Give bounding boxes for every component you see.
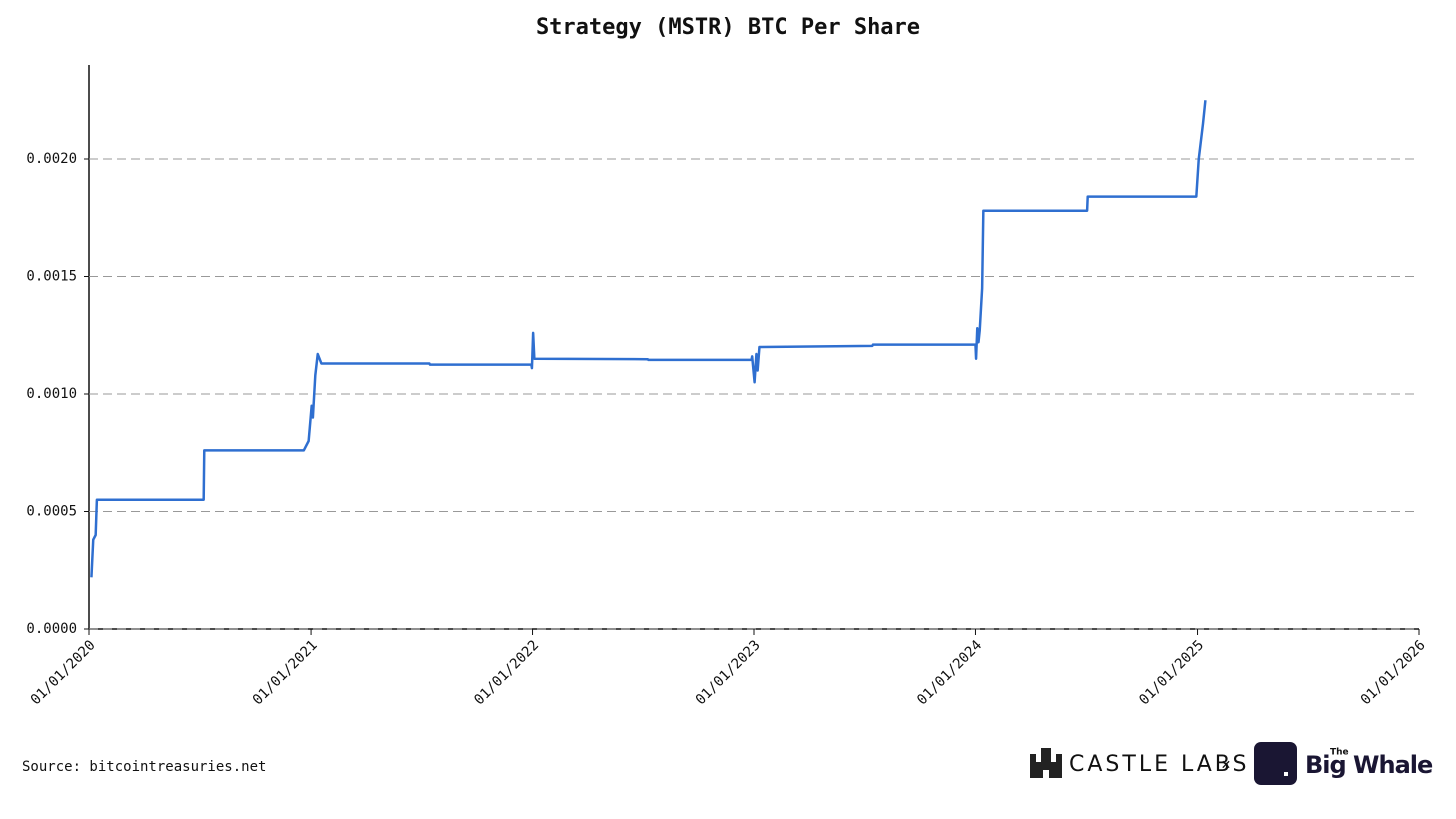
chart-title: Strategy (MSTR) BTC Per Share bbox=[536, 15, 920, 40]
castle-icon bbox=[1030, 748, 1062, 778]
source-note: Source: bitcointreasuries.net bbox=[22, 759, 266, 775]
big-whale-dot bbox=[1284, 772, 1288, 776]
x-tick-label: 01/01/2020 bbox=[28, 637, 99, 708]
y-tick-label: 0.0010 bbox=[26, 386, 77, 402]
x-tick-label: 01/01/2022 bbox=[471, 637, 542, 708]
data-line bbox=[90, 100, 1207, 578]
brand-big-whale: Big Whale bbox=[1305, 751, 1433, 779]
y-tick-label: 0.0015 bbox=[26, 269, 77, 285]
x-tick-label: 01/01/2026 bbox=[1358, 637, 1429, 708]
x-tick-label: 01/01/2021 bbox=[250, 637, 321, 708]
brand-the: The bbox=[1330, 748, 1349, 758]
big-whale-icon bbox=[1254, 742, 1297, 785]
x-tick-label: 01/01/2023 bbox=[693, 637, 764, 708]
x-tick-label: 01/01/2025 bbox=[1136, 637, 1207, 708]
x-tick-label: 01/01/2024 bbox=[914, 637, 985, 708]
brand-separator: × bbox=[1221, 755, 1231, 774]
y-tick-label: 0.0020 bbox=[26, 151, 77, 167]
brand-castle-labs: CASTLE LABS bbox=[1069, 752, 1249, 777]
y-tick-label: 0.0005 bbox=[26, 504, 77, 520]
y-tick-label: 0.0000 bbox=[26, 621, 77, 637]
